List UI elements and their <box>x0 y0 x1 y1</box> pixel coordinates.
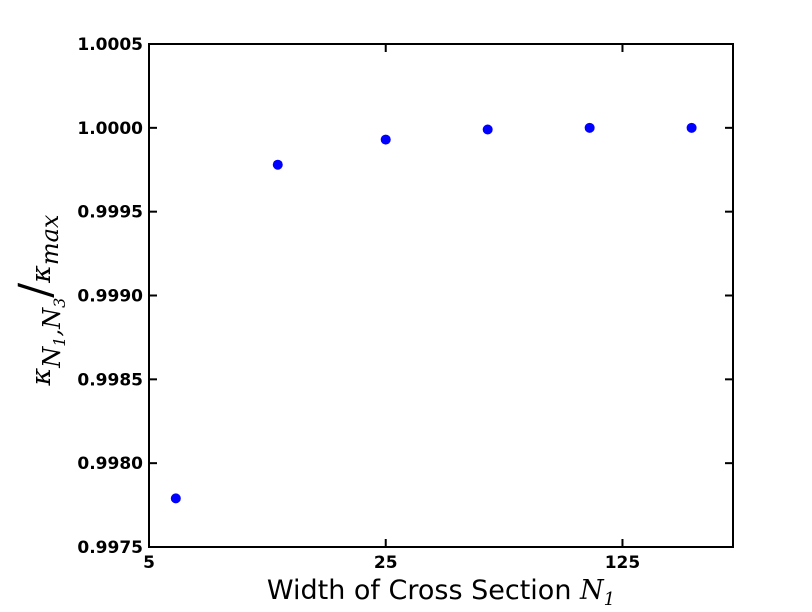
y-tick-label: 1.0005 <box>77 35 143 55</box>
y-tick-label: 0.9985 <box>77 370 143 390</box>
data-point <box>584 122 595 133</box>
data-points <box>170 122 697 504</box>
plot-area <box>148 43 734 548</box>
x-axis-label-symbol: N <box>579 575 605 606</box>
y-axis-label-slash: / <box>10 283 61 298</box>
y-tick-label: 0.9980 <box>77 454 143 474</box>
y-tick-label: 0.9975 <box>77 538 143 558</box>
y-axis-label-kappa: κ <box>26 367 57 386</box>
x-tick-label: 125 <box>605 553 641 573</box>
x-tick-label: 5 <box>143 553 155 573</box>
plot-frame <box>148 43 734 548</box>
y-tick-label: 1.0000 <box>77 119 143 139</box>
y-axis-label-kappa-max: κ <box>26 265 57 284</box>
y-axis-label-max: max <box>36 214 64 265</box>
y-axis-label-sub-n1: N <box>38 346 66 369</box>
y-axis-ticks: 0.9975 0.9980 0.9985 0.9990 0.9995 1.0000 1.00… <box>77 35 733 558</box>
data-point <box>272 159 283 170</box>
x-tick-label: 25 <box>374 553 398 573</box>
x-axis-label-subscript: 1 <box>604 589 615 610</box>
y-axis-label-sub-3: 3 <box>50 298 69 308</box>
y-axis-label-comma: , <box>38 329 66 337</box>
y-axis-label-sub-1: 1 <box>50 337 69 347</box>
x-axis-ticks: 5 25 125 <box>143 44 640 573</box>
y-tick-label: 0.9990 <box>77 287 143 307</box>
data-point <box>170 493 181 504</box>
y-tick-label: 0.9995 <box>77 203 143 223</box>
y-axis-label-sub-n3: N <box>38 307 66 330</box>
y-axis-label: κN1,N3/κmax <box>10 214 69 386</box>
data-point <box>380 134 391 145</box>
x-axis-label: Width of Cross Section N1 <box>267 575 615 610</box>
x-axis-label-text: Width of Cross Section <box>267 575 580 606</box>
data-point <box>686 122 697 133</box>
data-point <box>482 124 493 135</box>
